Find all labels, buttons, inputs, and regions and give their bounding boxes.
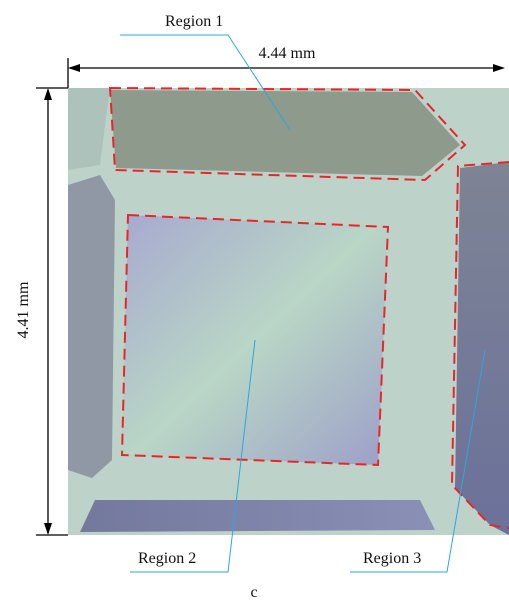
region-label: Region 3 bbox=[363, 550, 421, 567]
height-label: 4.41 mm bbox=[15, 281, 32, 338]
arrowhead bbox=[493, 64, 505, 72]
micrograph bbox=[68, 88, 509, 535]
figure: Region 1 Region 2 Region 3 4.44 mm 4.41 … bbox=[0, 0, 509, 600]
arrowhead bbox=[44, 88, 52, 100]
arrowhead bbox=[68, 64, 80, 72]
caption: c bbox=[250, 584, 257, 600]
region-label: Region 2 bbox=[138, 550, 196, 567]
region-label: Region 1 bbox=[165, 13, 223, 30]
width-label: 4.44 mm bbox=[259, 45, 316, 62]
arrowhead bbox=[44, 523, 52, 535]
